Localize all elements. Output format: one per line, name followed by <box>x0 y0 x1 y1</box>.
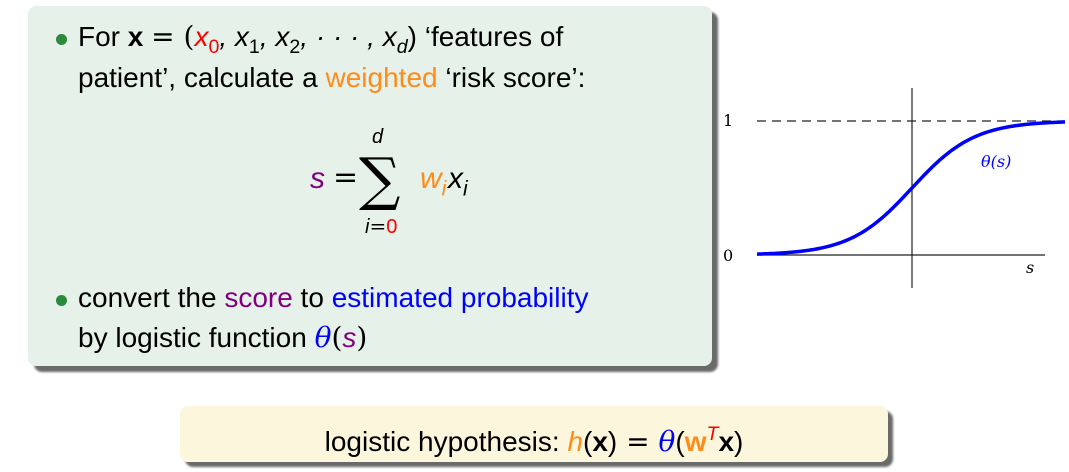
sum-upper-limit: d <box>372 126 384 148</box>
sum-lower-limit: i=0 <box>365 214 398 238</box>
convert-text: convert the <box>78 282 225 313</box>
main-content-box: For x = (x0, x1, x2, · · · , xd) ‘featur… <box>28 6 712 366</box>
theta-symbol-hyp: θ <box>658 424 676 458</box>
eq-open: = ( <box>151 20 195 53</box>
x1-symbol: , x <box>219 21 249 52</box>
y-label-one: 1 <box>723 111 734 130</box>
bullet-2-line-2: by logistic function θ(s) <box>78 321 368 354</box>
estimated-probability-text: estimated probability <box>331 282 589 313</box>
y-label-zero: 0 <box>723 246 734 265</box>
sigmoid-curve <box>756 120 1066 256</box>
patient-text: patient’, calculate a <box>78 62 326 93</box>
bullet-2-line-1: convert the score to estimated probabili… <box>78 278 589 318</box>
bullet-1-line-2: patient’, calculate a weighted ‘risk sco… <box>78 58 585 98</box>
plot-svg <box>756 88 1066 288</box>
transpose-superscript: T <box>706 423 719 445</box>
to-text: to <box>292 282 332 313</box>
x0-subscript: 0 <box>208 35 220 58</box>
for-text: For <box>78 21 120 52</box>
features-text: ) ‘features of <box>407 21 564 52</box>
formula-s: s <box>310 162 325 195</box>
weighted-text: weighted <box>325 62 438 93</box>
sigma-icon: ∑ <box>359 145 401 213</box>
bullet-dot-1 <box>56 34 67 45</box>
logistic-function-text: by logistic function <box>78 322 315 353</box>
x-bold: x <box>592 425 608 457</box>
x-vector: x <box>127 21 144 52</box>
x2-symbol: , x <box>259 21 290 52</box>
hypothesis-text: logistic hypothesis: h(x) = θ(wTx) <box>324 423 744 458</box>
bullet-dot-2 <box>56 295 67 306</box>
logistic-function-plot: 1 0 θ(s) s <box>715 84 1066 294</box>
risk-score-text: ‘risk score’: <box>437 62 586 93</box>
hypothesis-label: logistic hypothesis: <box>324 425 568 457</box>
formula-w: wi <box>420 162 447 201</box>
s-axis-label: s <box>1026 258 1035 277</box>
x2-subscript: 2 <box>289 35 301 58</box>
score-text: score <box>224 282 293 313</box>
bullet-1-line-1: For x = (x0, x1, x2, · · · , xd) ‘featur… <box>78 17 563 67</box>
formula-x: xi <box>448 162 468 201</box>
w-bold: w <box>684 425 707 457</box>
xd-symbol: , · · · , x <box>300 21 397 52</box>
hypothesis-box: logistic hypothesis: h(x) = θ(wTx) <box>180 406 888 462</box>
s-symbol: s <box>342 322 357 353</box>
formula-eq: = <box>333 160 359 195</box>
h-symbol: h <box>567 425 584 457</box>
x-bold-2: x <box>718 425 735 457</box>
xd-subscript: d <box>396 35 408 58</box>
theta-s-label: θ(s) <box>981 152 1012 171</box>
theta-symbol: θ <box>314 321 332 354</box>
x0-symbol: x <box>194 21 209 52</box>
x1-subscript: 1 <box>248 35 260 58</box>
